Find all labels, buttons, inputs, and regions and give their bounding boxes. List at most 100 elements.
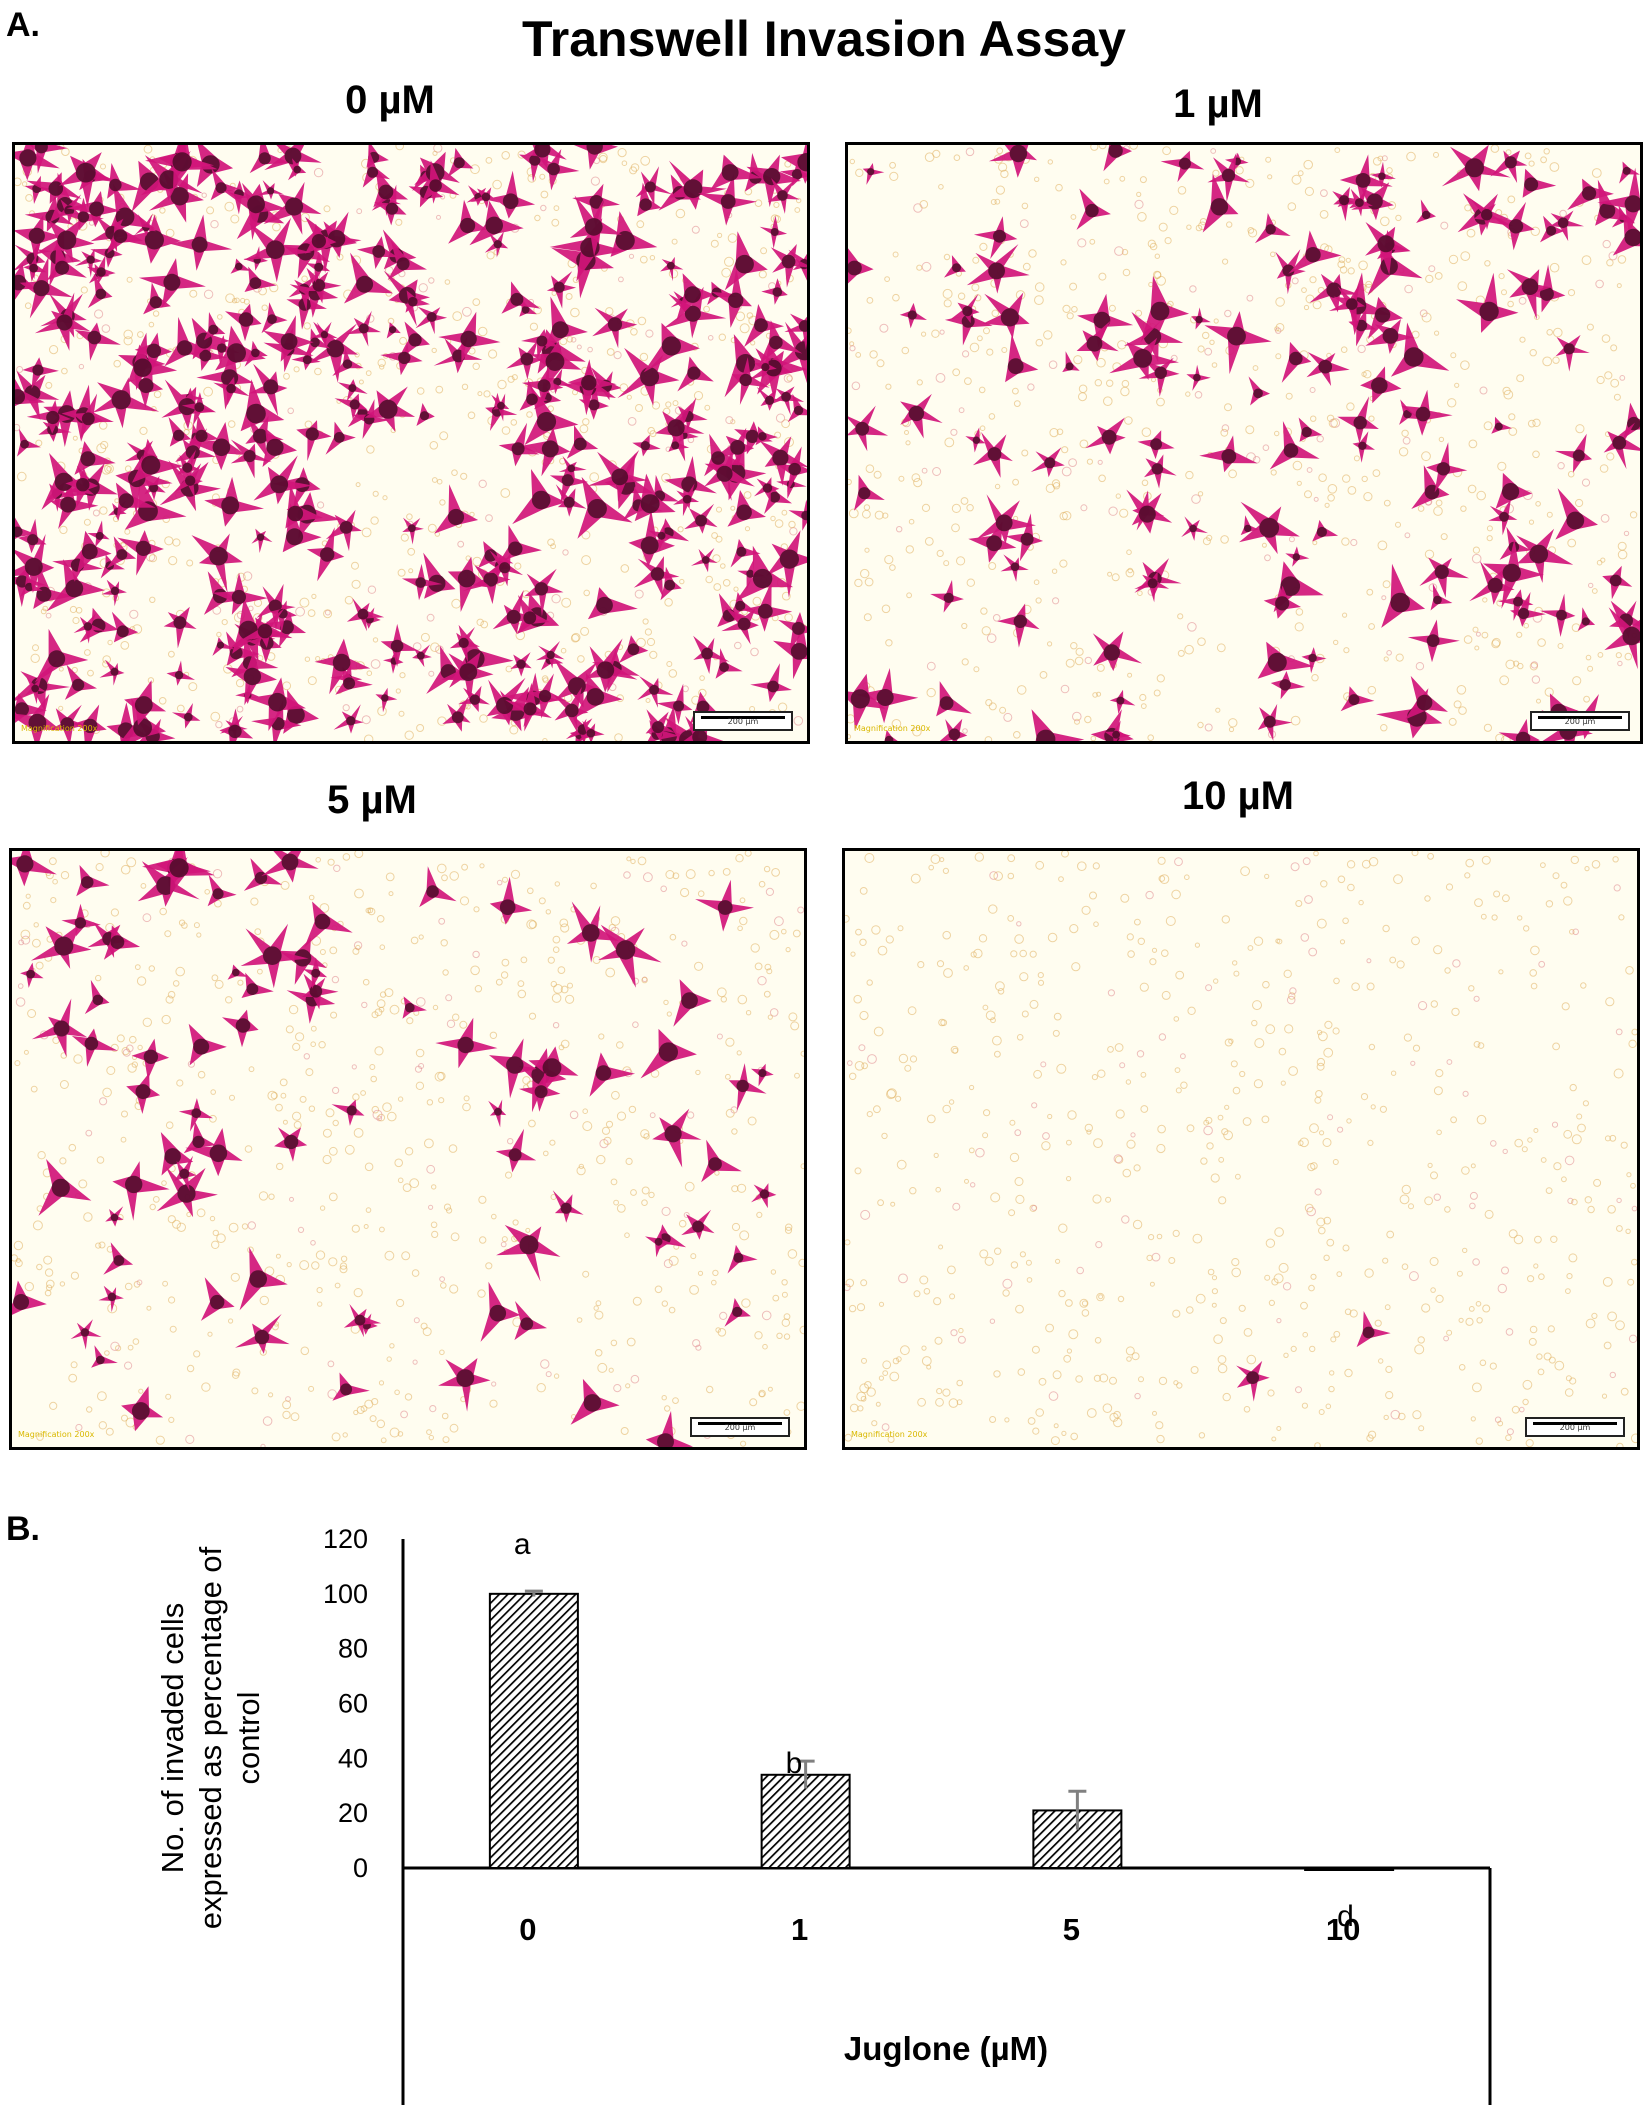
debris-particle	[551, 290, 557, 296]
debris-particle	[437, 1071, 446, 1081]
cell-nucleus	[1499, 511, 1509, 522]
debris-particle	[1516, 374, 1525, 383]
cell-nucleus	[184, 712, 193, 722]
debris-particle	[44, 1268, 54, 1277]
cell-nucleus	[83, 622, 93, 631]
debris-particle	[756, 1211, 763, 1218]
y-tick-label: 120	[323, 1524, 368, 1554]
debris-particle	[921, 503, 931, 512]
cell-nucleus	[1404, 347, 1424, 367]
debris-particle	[1202, 537, 1211, 546]
debris-particle	[1309, 387, 1316, 393]
debris-particle	[1316, 918, 1327, 929]
cell-nucleus	[640, 367, 660, 387]
debris-particle	[950, 1329, 958, 1337]
debris-particle	[861, 1062, 869, 1070]
debris-particle	[1019, 949, 1027, 958]
debris-particle	[362, 978, 370, 986]
debris-particle	[626, 394, 632, 400]
cell-nucleus	[521, 305, 530, 314]
debris-particle	[1146, 1254, 1153, 1262]
debris-particle	[1276, 1426, 1282, 1431]
debris-particle	[342, 704, 350, 712]
debris-particle	[578, 1163, 584, 1170]
cell-nucleus	[16, 855, 34, 873]
debris-particle	[1433, 506, 1443, 516]
debris-particle	[882, 512, 889, 519]
debris-particle	[1408, 1203, 1414, 1210]
debris-particle	[1424, 1196, 1433, 1206]
debris-particle	[1147, 239, 1156, 248]
debris-particle	[1368, 415, 1375, 422]
debris-particle	[193, 1350, 201, 1358]
debris-particle	[763, 865, 771, 873]
debris-particle	[1465, 1317, 1474, 1326]
debris-particle	[866, 1111, 873, 1118]
cell-nucleus	[607, 317, 623, 332]
debris-particle	[721, 267, 732, 278]
debris-particle	[1222, 258, 1229, 265]
debris-particle	[1029, 950, 1037, 958]
debris-particle	[1372, 156, 1382, 166]
cell-nucleus	[280, 333, 298, 350]
debris-particle	[984, 1256, 994, 1266]
debris-particle	[1074, 656, 1084, 666]
debris-particle	[1047, 159, 1054, 165]
debris-particle	[699, 675, 705, 681]
debris-particle	[731, 1128, 738, 1135]
debris-particle	[1353, 455, 1360, 462]
debris-particle	[1037, 972, 1044, 979]
cell-nucleus	[1318, 359, 1333, 374]
debris-particle	[1070, 214, 1077, 220]
debris-particle	[327, 1389, 338, 1399]
debris-particle	[1346, 1118, 1352, 1124]
cell-nucleus	[246, 983, 259, 995]
debris-particle	[1357, 344, 1366, 354]
cell-nucleus	[1502, 483, 1520, 501]
cell-nucleus	[582, 924, 600, 942]
debris-particle	[632, 1021, 639, 1028]
cell-nucleus	[179, 1168, 190, 1179]
debris-particle	[1067, 1110, 1077, 1120]
cell-nucleus	[54, 936, 74, 956]
debris-particle	[554, 881, 560, 887]
cell-nucleus	[48, 650, 66, 668]
invaded-cell	[231, 636, 279, 678]
scale-bar-label: 200 µm	[1564, 717, 1596, 726]
debris-particle	[1295, 900, 1303, 907]
debris-particle	[677, 526, 684, 533]
debris-particle	[601, 1126, 611, 1135]
debris-particle	[663, 1259, 673, 1269]
cell-nucleus	[284, 1134, 299, 1150]
debris-particle	[1408, 1271, 1419, 1282]
debris-particle	[161, 1014, 171, 1025]
debris-particle	[1094, 1337, 1102, 1344]
debris-particle	[889, 171, 899, 181]
debris-particle	[979, 425, 986, 432]
debris-particle	[629, 166, 638, 175]
debris-particle	[1246, 1354, 1257, 1365]
debris-particle	[1217, 1114, 1224, 1121]
debris-particle	[547, 956, 555, 964]
debris-particle	[22, 901, 31, 910]
debris-particle	[426, 1429, 432, 1435]
debris-particle	[1053, 1012, 1062, 1021]
cell-nucleus	[141, 455, 161, 475]
cell-nucleus	[1358, 441, 1367, 450]
invaded-cell	[499, 525, 542, 562]
debris-particle	[399, 672, 406, 679]
debris-particle	[1495, 733, 1505, 741]
debris-particle	[148, 965, 156, 972]
debris-particle	[628, 1105, 637, 1114]
debris-particle	[1148, 1234, 1155, 1241]
cell-nucleus	[74, 917, 87, 929]
debris-particle	[1333, 639, 1339, 646]
cell-nucleus	[649, 684, 660, 695]
debris-particle	[1460, 505, 1467, 512]
debris-particle	[1536, 1353, 1543, 1360]
debris-particle	[1038, 1377, 1047, 1386]
debris-particle	[1233, 970, 1240, 977]
debris-particle	[1336, 1271, 1343, 1278]
debris-particle	[416, 997, 426, 1007]
debris-particle	[168, 1296, 176, 1304]
